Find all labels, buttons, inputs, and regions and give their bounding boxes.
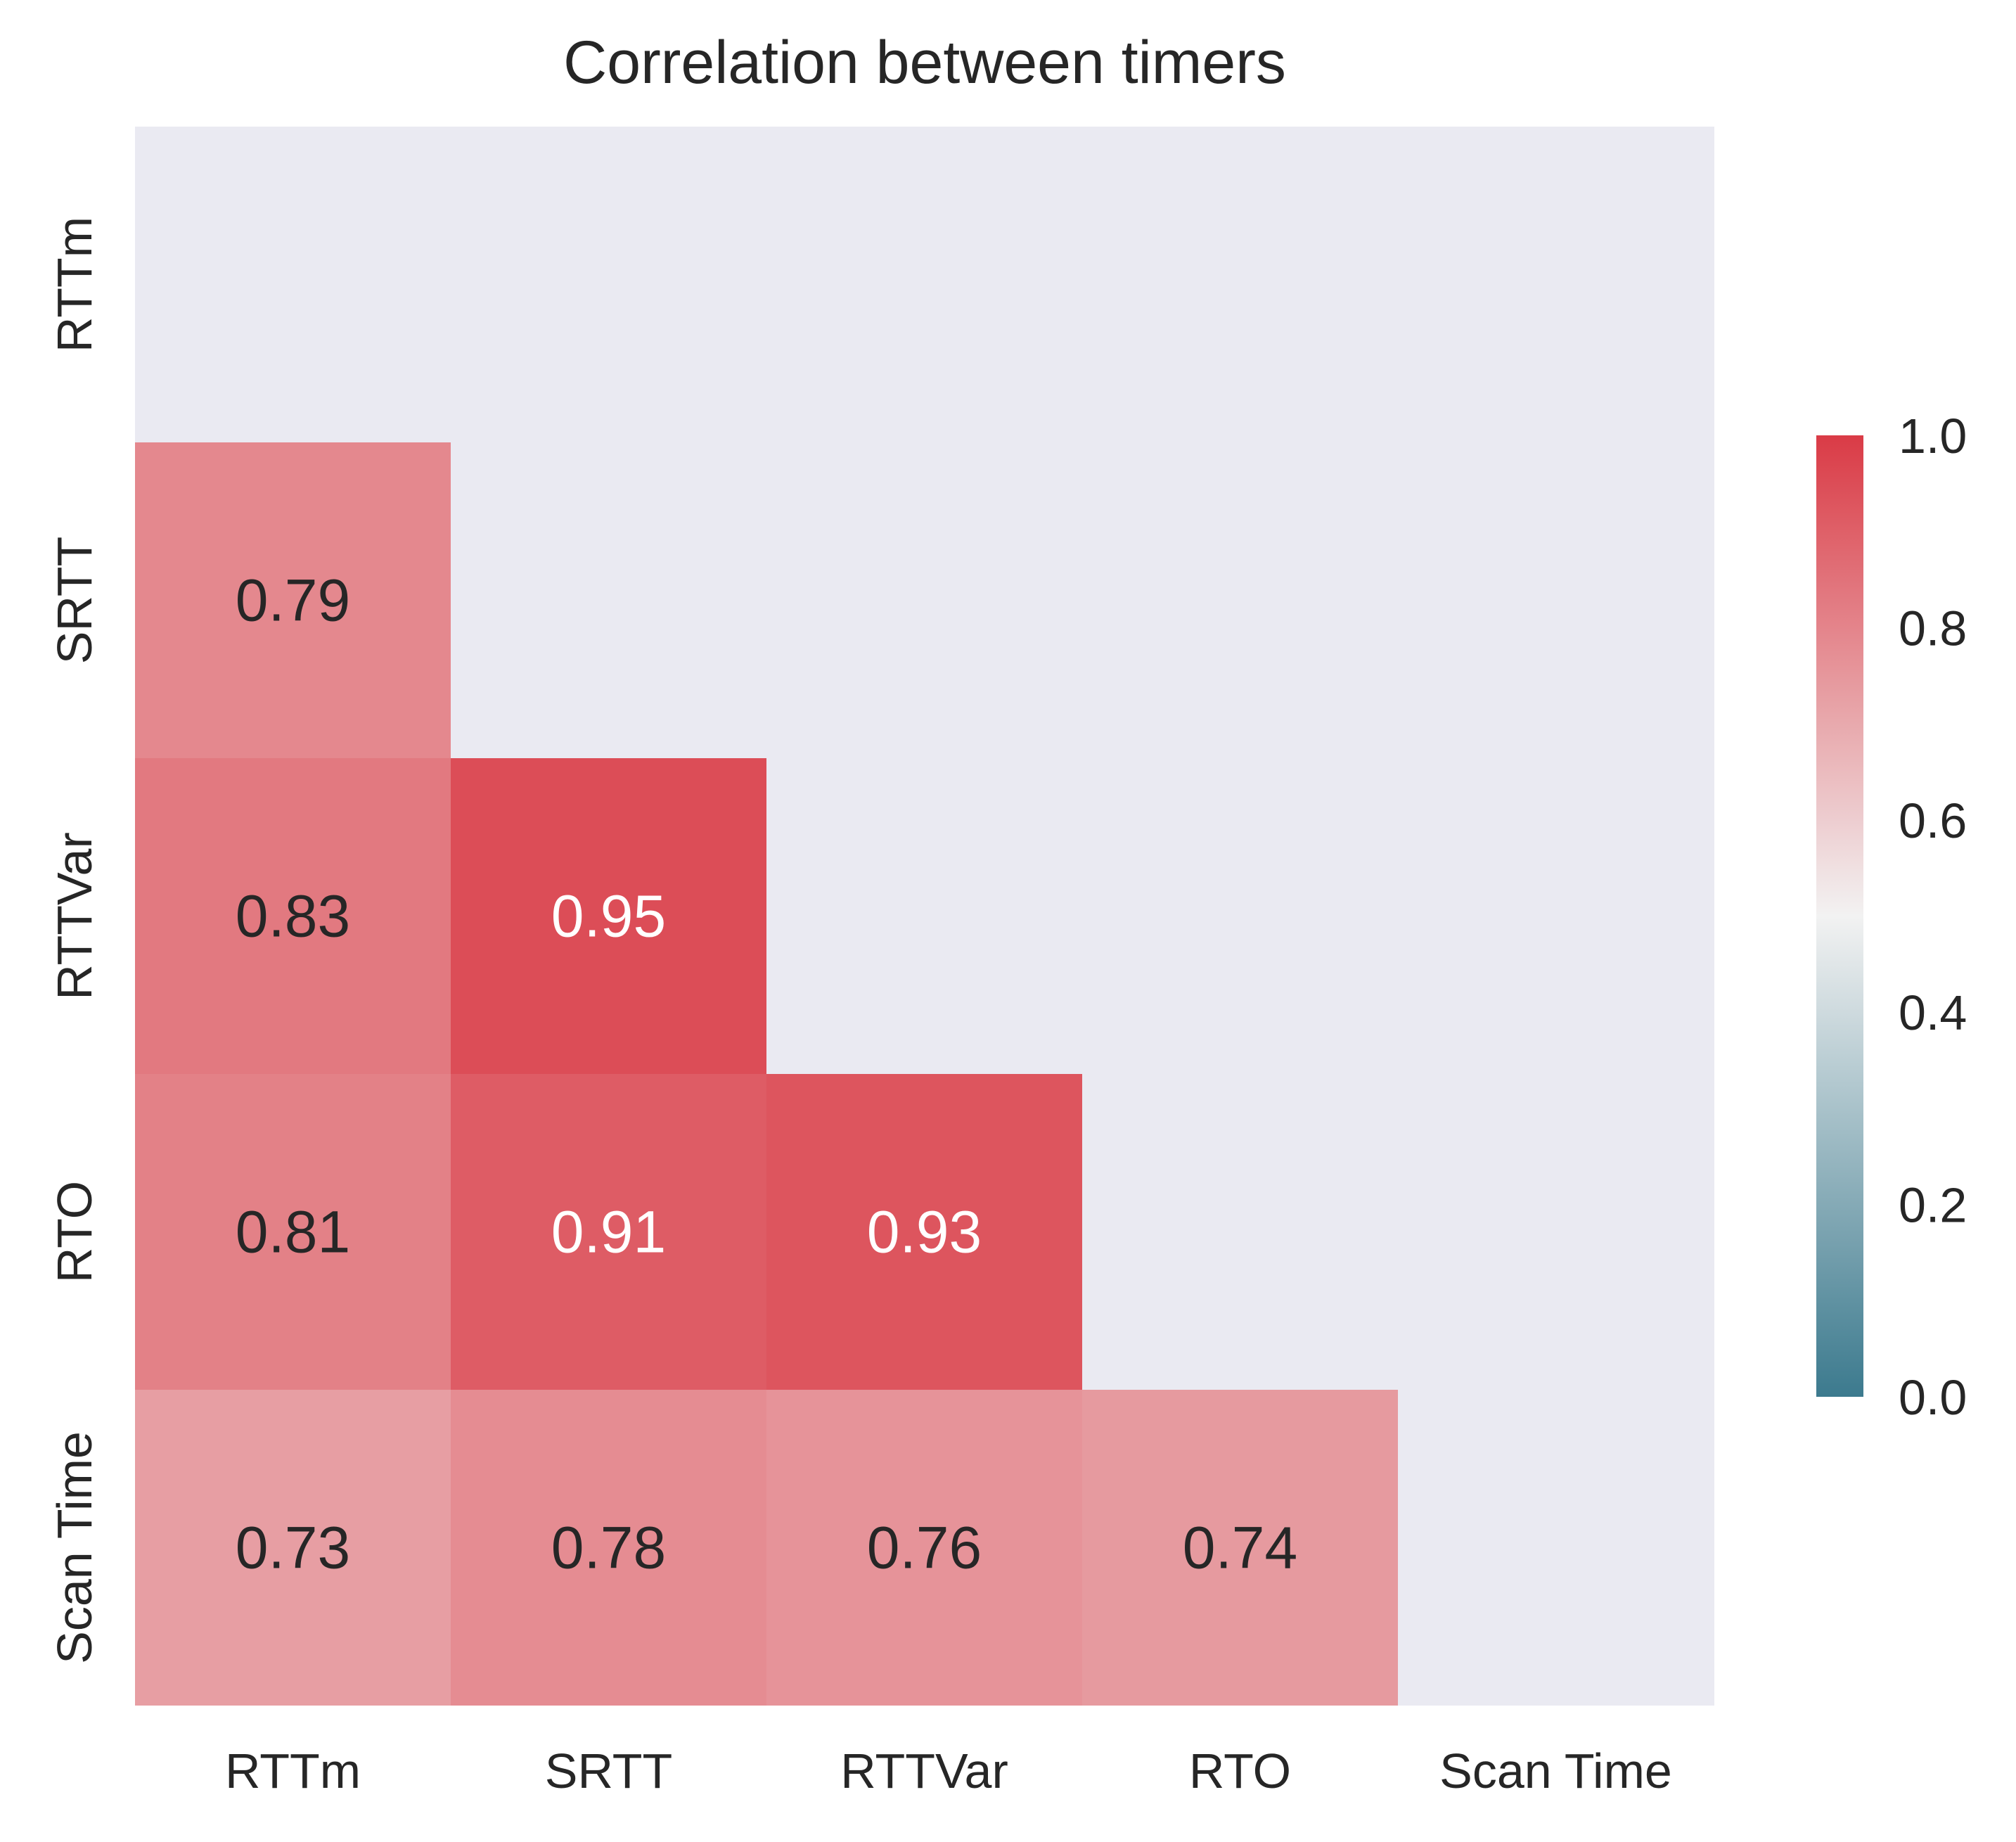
x-tick-label: Scan Time: [1439, 1744, 1672, 1798]
chart-title: Correlation between timers: [563, 29, 1286, 96]
colorbar-tick-label: 0.4: [1899, 985, 1967, 1040]
cell-value-label: 0.74: [1183, 1515, 1298, 1581]
y-tick-label: SRTT: [47, 537, 102, 665]
cell-value-label: 0.93: [867, 1199, 982, 1265]
heatmap-cell: [451, 1390, 766, 1706]
y-tick-label: RTTm: [47, 217, 102, 352]
colorbar-tick-label: 1.0: [1899, 409, 1967, 463]
heatmap-cell: [135, 1390, 451, 1706]
colorbar-tick-label: 0.6: [1899, 793, 1967, 848]
y-tick-label: Scan Time: [47, 1431, 102, 1664]
x-tick-label: RTTm: [225, 1744, 361, 1798]
cell-value-label: 0.95: [551, 883, 667, 949]
heatmap-cell: [1082, 1390, 1398, 1706]
x-tick-label: RTTVar: [840, 1744, 1008, 1798]
colorbar-tick-label: 0.2: [1899, 1178, 1967, 1233]
colorbar-tick-label: 0.8: [1899, 601, 1967, 655]
cell-value-label: 0.76: [867, 1515, 982, 1581]
x-tick-label: RTO: [1189, 1744, 1291, 1798]
colorbar-tick-label: 0.0: [1899, 1370, 1967, 1425]
heatmap-cell: [451, 1074, 766, 1390]
cell-value-label: 0.78: [551, 1515, 667, 1581]
x-tick-label: SRTT: [545, 1744, 673, 1798]
heatmap-cell: [451, 758, 766, 1074]
x-axis-tick-labels: RTTm SRTT RTTVar RTO Scan Time: [225, 1744, 1672, 1798]
cell-value-label: 0.79: [236, 568, 351, 634]
y-axis-tick-labels: RTTm SRTT RTTVar RTO Scan Time: [47, 217, 102, 1664]
colorbar-gradient: [1816, 435, 1863, 1397]
colorbar-tick-labels: 0.0 0.2 0.4 0.6 0.8 1.0: [1899, 409, 1967, 1425]
heatmap-cell: [135, 758, 451, 1074]
y-tick-label: RTTVar: [47, 832, 102, 1000]
heatmap-cells: 0.79 0.83 0.95 0.81 0.91 0.93 0.73 0.78 0.76 0.74: [135, 442, 1398, 1706]
cell-value-label: 0.73: [236, 1515, 351, 1581]
heatmap-cell: [766, 1074, 1082, 1390]
cell-value-label: 0.83: [236, 883, 351, 949]
y-tick-label: RTO: [47, 1181, 102, 1283]
cell-value-label: 0.91: [551, 1199, 667, 1265]
colorbar: 0.0 0.2 0.4 0.6 0.8 1.0: [1816, 409, 1967, 1425]
heatmap-cell: [135, 1074, 451, 1390]
cell-value-label: 0.81: [236, 1199, 351, 1265]
heatmap-cell: [766, 1390, 1082, 1706]
heatmap-cell: [135, 442, 451, 758]
